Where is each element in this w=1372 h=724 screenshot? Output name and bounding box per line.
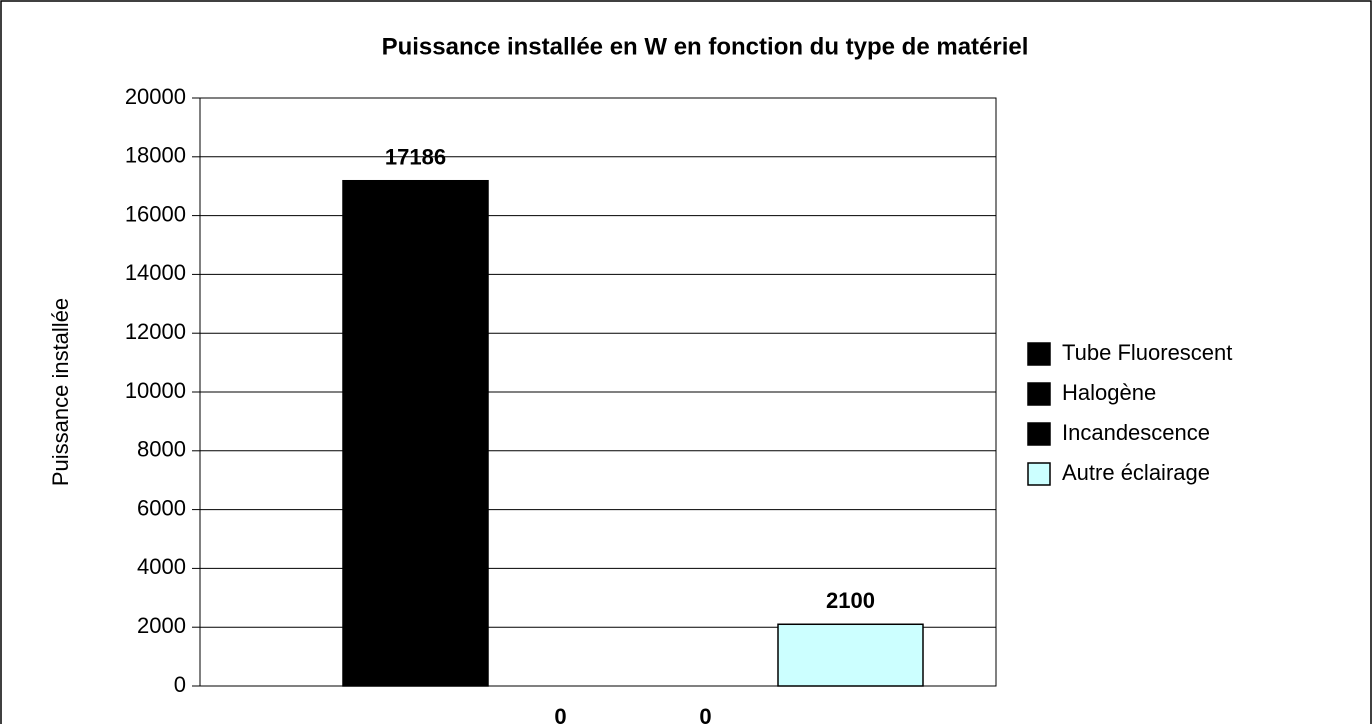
data-label: 0: [554, 704, 566, 724]
y-tick-label: 4000: [137, 554, 186, 579]
legend-label: Autre éclairage: [1062, 460, 1210, 485]
y-tick-label: 16000: [125, 201, 186, 226]
chart-title: Puissance installée en W en fonction du …: [382, 33, 1029, 60]
legend-label: Incandescence: [1062, 420, 1210, 445]
bar: [342, 179, 489, 687]
y-tick-label: 20000: [125, 84, 186, 109]
plot-border: [199, 97, 997, 687]
legend-label: Halogène: [1062, 380, 1156, 405]
y-tick-label: 6000: [137, 495, 186, 520]
data-label: 2100: [826, 588, 875, 613]
y-tick-label: 0: [174, 672, 186, 697]
legend-swatch: [1027, 462, 1051, 486]
legend-swatch: [1027, 422, 1051, 446]
y-tick-label: 10000: [125, 378, 186, 403]
legend-swatch: [1027, 342, 1051, 366]
legend-swatch: [1027, 382, 1051, 406]
y-tick-label: 14000: [125, 260, 186, 285]
data-label: 0: [699, 704, 711, 724]
legend-label: Tube Fluorescent: [1062, 340, 1232, 365]
y-tick-label: 18000: [125, 143, 186, 168]
y-axis-title: Puissance installée: [48, 298, 73, 486]
y-tick-label: 12000: [125, 319, 186, 344]
bar: [777, 623, 924, 687]
y-tick-label: 2000: [137, 613, 186, 638]
y-tick-label: 8000: [137, 437, 186, 462]
data-label: 17186: [385, 145, 446, 170]
